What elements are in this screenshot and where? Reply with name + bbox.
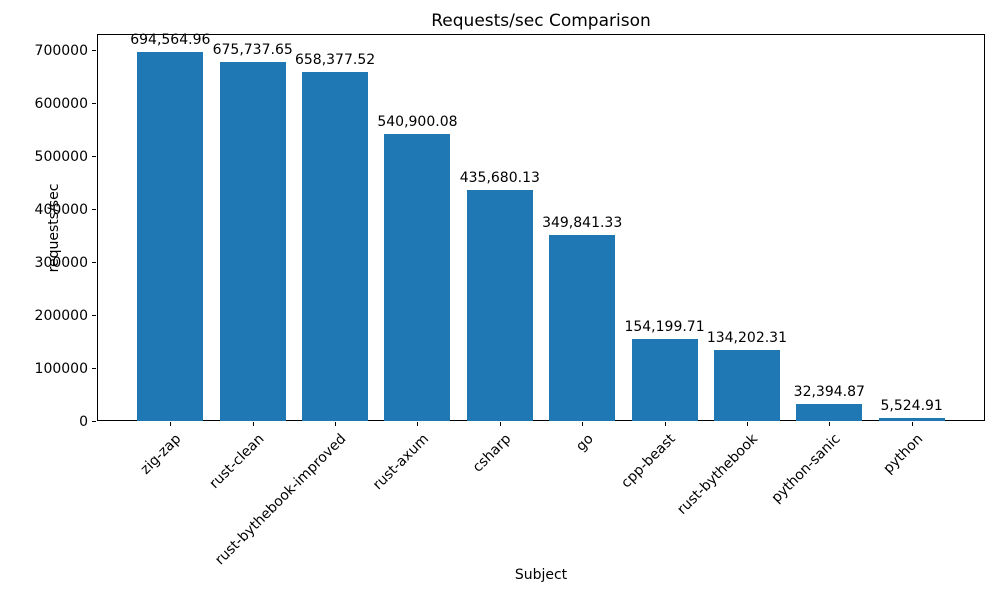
bar-value-label-go: 349,841.33	[542, 215, 623, 231]
y-tick-label-400000: 400000	[34, 201, 88, 218]
bar-value-label-rust-clean: 675,737.65	[212, 42, 293, 58]
bar-value-label-python: 5,524.91	[880, 398, 943, 414]
x-tick-mark-go	[582, 422, 584, 426]
bar-value-label-cpp-beast: 154,199.71	[624, 319, 705, 335]
x-tick-mark-zig-zap	[170, 422, 172, 426]
x-tick-mark-python	[911, 422, 913, 426]
x-tick-mark-rust-bythebook	[746, 422, 748, 426]
chart-title: Requests/sec Comparison	[431, 11, 651, 31]
x-tick-label-rust-bythebook: rust-bythebook	[674, 431, 762, 518]
bar-rust-clean	[219, 62, 286, 421]
x-tick-mark-python-sanic	[829, 422, 831, 426]
y-tick-label-500000: 500000	[34, 148, 88, 165]
x-tick-label-zig-zap: zig-zap	[137, 431, 185, 478]
bar-zig-zap	[137, 52, 204, 421]
bar-rust-bythebook	[713, 350, 780, 421]
x-tick-mark-rust-clean	[252, 422, 254, 426]
y-tick-mark-600000	[92, 102, 96, 104]
y-axis-label: requests/sec	[46, 183, 62, 273]
x-tick-label-cpp-beast: cpp-beast	[618, 431, 679, 492]
bar-rust-bythebook-improved	[302, 72, 368, 421]
y-tick-label-0: 0	[79, 414, 88, 430]
x-tick-mark-cpp-beast	[664, 422, 666, 426]
x-tick-label-csharp: csharp	[469, 431, 515, 476]
bar-value-label-csharp: 435,680.13	[459, 170, 540, 186]
bar-csharp	[466, 190, 533, 421]
bar-value-label-rust-bythebook-improved: 658,377.52	[294, 52, 376, 68]
x-tick-label-python-sanic: python-sanic	[768, 431, 844, 507]
x-tick-label-rust-bythebook-improved: rust-bythebook-improved	[212, 431, 350, 569]
bar-rust-axum	[384, 134, 451, 421]
y-tick-label-100000: 100000	[34, 360, 88, 377]
x-tick-mark-rust-bythebook-improved	[335, 422, 337, 426]
bar-cpp-beast	[631, 339, 698, 421]
y-tick-label-700000: 700000	[34, 42, 88, 59]
y-tick-mark-300000	[92, 261, 96, 263]
y-tick-label-600000: 600000	[34, 95, 88, 112]
x-tick-mark-rust-axum	[417, 422, 419, 426]
bar-go	[549, 235, 616, 421]
bar-value-label-python-sanic: 32,394.87	[793, 384, 865, 400]
x-axis-label: Subject	[514, 567, 568, 583]
y-tick-label-300000: 300000	[34, 254, 88, 271]
y-tick-mark-100000	[92, 367, 96, 369]
x-tick-mark-csharp	[499, 422, 501, 426]
y-tick-label-200000: 200000	[34, 307, 88, 324]
bar-python	[878, 418, 945, 421]
y-tick-mark-400000	[92, 208, 96, 210]
y-tick-mark-0	[92, 421, 96, 422]
bar-value-label-rust-bythebook: 134,202.31	[706, 330, 788, 346]
x-tick-label-go: go	[572, 431, 597, 455]
x-tick-label-rust-axum: rust-axum	[369, 431, 432, 494]
bar-value-label-zig-zap: 694,564.96	[130, 32, 211, 48]
x-tick-label-python: python	[880, 431, 927, 477]
x-tick-label-rust-clean: rust-clean	[206, 431, 268, 492]
y-tick-mark-200000	[92, 314, 96, 316]
bar-value-label-rust-axum: 540,900.08	[377, 114, 458, 130]
y-tick-mark-500000	[92, 155, 96, 157]
y-tick-mark-700000	[92, 49, 96, 51]
bar-python-sanic	[796, 404, 863, 421]
